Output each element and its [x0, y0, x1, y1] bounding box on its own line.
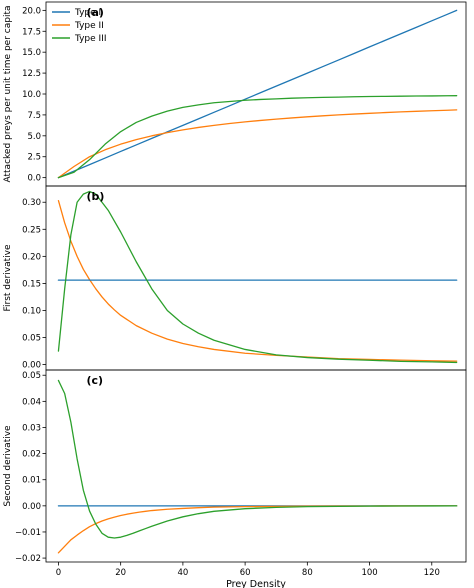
y-tick-label: 0.00: [22, 361, 41, 371]
panel-label: (b): [86, 190, 104, 203]
y-tick-label: 0.20: [22, 252, 41, 262]
y-tick-label: 0.05: [22, 371, 41, 381]
x-tick-label: 0: [56, 568, 61, 578]
x-tick-label: 120: [424, 568, 440, 578]
x-tick-label: 20: [115, 568, 126, 578]
x-tick-label: 60: [240, 568, 251, 578]
y-tick-label: 0.30: [22, 198, 41, 208]
series-line-type-iii: [57, 379, 458, 539]
legend-entry: Type II: [74, 21, 104, 31]
panel-label: (a): [86, 6, 103, 19]
y-tick-label: 15.0: [22, 48, 41, 58]
y-axis-label: Attacked preys per unit time per capita: [3, 6, 13, 183]
x-tick-label: 100: [361, 568, 377, 578]
y-tick-label: 0.25: [22, 225, 41, 235]
legend-entry: Type III: [74, 34, 107, 44]
y-tick-label: 0.0: [27, 174, 41, 184]
series-line-type-ii: [57, 109, 458, 179]
x-tick-label: 40: [177, 568, 188, 578]
x-tick-label: 80: [302, 568, 313, 578]
series-line-type-iii: [57, 190, 458, 364]
y-tick-label: −0.02: [15, 554, 41, 564]
y-tick-label: 2.5: [27, 153, 41, 163]
axes-frame: [45, 369, 467, 563]
panel-3: −0.02 −0.01 0.00 0.01 0.02 0.03 0.04 0.05 0 20 40 6…: [3, 369, 467, 588]
y-axis-label: Second derivative: [3, 425, 13, 507]
y-tick-label: 0.01: [22, 476, 41, 486]
y-tick-label: 0.05: [22, 334, 41, 344]
legend-entry: Type I: [74, 8, 101, 18]
y-axis-label: First derivative: [3, 244, 13, 311]
y-tick-label: 20.0: [22, 6, 41, 16]
y-tick-label: 0.15: [22, 279, 41, 289]
y-tick-label: 0.03: [22, 423, 41, 433]
panel-2: 0.00 0.05 0.10 0.15 0.20 0.25 0.30 First deriva…: [3, 185, 467, 371]
y-tick-label: 0.10: [22, 306, 41, 316]
axes-frame: [45, 185, 467, 371]
series-line-type-iii: [57, 95, 458, 179]
series-line-type-ii: [57, 199, 458, 362]
y-tick-label: 0.02: [22, 450, 41, 460]
y-tick-label: 7.5: [27, 111, 41, 121]
y-tick-label: 5.0: [27, 132, 41, 142]
legend: Type I Type II Type III: [52, 8, 107, 44]
y-tick-label: 17.5: [22, 27, 41, 37]
y-tick-label: 0.04: [22, 397, 41, 407]
y-tick-label: 0.00: [22, 502, 41, 512]
y-tick-label: 12.5: [22, 69, 41, 79]
series-line-type-i: [57, 9, 458, 179]
y-tick-label: −0.01: [15, 528, 41, 538]
y-tick-label: 10.0: [22, 90, 41, 100]
series-line-type-ii: [57, 505, 458, 554]
panel-1: 0.0 2.5 5.0 7.5 10.0 12.5 15.0 17.5 20.0 Attacked…: [3, 1, 467, 187]
panel-label: (c): [86, 374, 103, 387]
x-axis-label: Prey Density: [226, 579, 286, 588]
